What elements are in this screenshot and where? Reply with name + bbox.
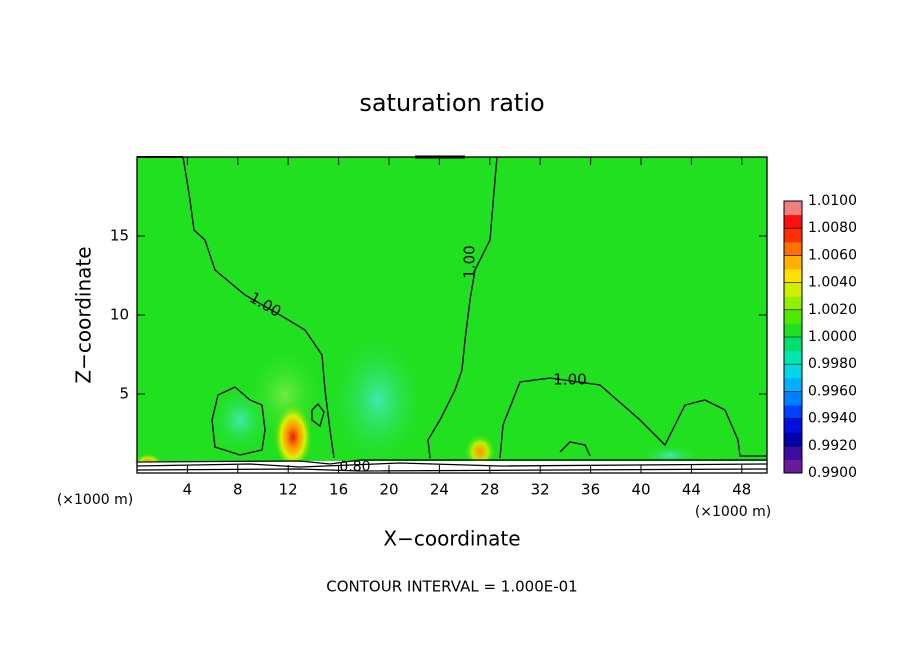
colorbar-segment xyxy=(784,214,802,229)
colorbar-segment xyxy=(784,364,802,379)
colorbar-segment xyxy=(784,459,802,474)
x-unit-label: (×1000 m) xyxy=(57,492,133,508)
x-tick-label: 48 xyxy=(732,481,751,499)
x-tick-label: 36 xyxy=(581,481,600,499)
colorbar-segment xyxy=(784,418,802,433)
colorbar-segment xyxy=(784,241,802,256)
colorbar-tick-label: 0.9960 xyxy=(808,383,857,399)
contour-label: 1.00 xyxy=(461,245,479,278)
x-tick-label: 44 xyxy=(682,481,701,499)
x-axis-label: X−coordinate xyxy=(383,527,520,551)
chart-title: saturation ratio xyxy=(359,89,544,117)
x-tick-label: 32 xyxy=(531,481,550,499)
colorbar-segment xyxy=(784,255,802,270)
field xyxy=(134,157,767,473)
x-tick-label: 40 xyxy=(631,481,650,499)
colorbar-tick-label: 0.9920 xyxy=(808,438,857,454)
colorbar-tick-label: 0.9900 xyxy=(808,465,857,481)
colorbar-segment xyxy=(784,309,802,324)
colorbar-tick-label: 1.0020 xyxy=(808,302,857,318)
colorbar-segment xyxy=(784,377,802,392)
colorbar-segment xyxy=(784,405,802,420)
colorbar-segment xyxy=(784,350,802,365)
colorbar-segment xyxy=(784,282,802,297)
y-tick-label: 5 xyxy=(119,385,129,403)
contour-label: 0.80 xyxy=(339,459,370,475)
x-tick-label: 4 xyxy=(183,481,193,499)
x-unit-label: (×1000 m) xyxy=(695,504,771,520)
x-tick-label: 12 xyxy=(279,481,298,499)
y-axis-label: Z−coordinate xyxy=(72,246,96,383)
colorbar-tick-label: 1.0100 xyxy=(808,193,857,209)
colorbar-segment xyxy=(784,296,802,311)
colorbar-segment xyxy=(784,323,802,338)
colorbar-tick-label: 1.0040 xyxy=(808,275,857,291)
x-tick-label: 24 xyxy=(430,481,449,499)
colorbar-tick-label: 1.0080 xyxy=(808,220,857,236)
colorbar-segment xyxy=(784,201,802,216)
colorbar-tick-label: 0.9980 xyxy=(808,356,857,372)
colorbar-segment xyxy=(784,228,802,243)
colorbar-segment xyxy=(784,432,802,447)
y-tick-label: 15 xyxy=(110,227,129,245)
x-tick-label: 16 xyxy=(329,481,348,499)
colorbar-segment xyxy=(784,337,802,352)
colorbar-tick-label: 0.9940 xyxy=(808,411,857,427)
colorbar-tick-label: 1.0060 xyxy=(808,247,857,263)
x-tick-label: 20 xyxy=(379,481,398,499)
x-tick-label: 8 xyxy=(233,481,243,499)
x-tick-label: 28 xyxy=(480,481,499,499)
footnote: CONTOUR INTERVAL = 1.000E-01 xyxy=(326,578,577,596)
colorbar-segment xyxy=(784,445,802,460)
colorbar-tick-label: 1.0000 xyxy=(808,329,857,345)
colorbar-segment xyxy=(784,269,802,284)
contour-label: 1.00 xyxy=(553,371,586,389)
y-tick-label: 10 xyxy=(110,306,129,324)
colorbar-segment xyxy=(784,391,802,406)
